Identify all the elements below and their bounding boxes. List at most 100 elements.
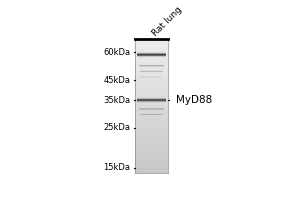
Bar: [135, 93, 168, 94]
Text: 35kDa: 35kDa: [103, 96, 130, 105]
Bar: [135, 118, 168, 120]
Bar: [135, 89, 168, 90]
Bar: [137, 53, 166, 54]
Bar: [135, 130, 168, 132]
Bar: [135, 164, 168, 165]
Bar: [135, 112, 168, 113]
Bar: [135, 74, 168, 76]
Bar: [135, 63, 168, 65]
Bar: [135, 92, 168, 93]
Bar: [135, 159, 168, 160]
Bar: [135, 139, 168, 140]
Bar: [135, 55, 168, 57]
Bar: [135, 47, 168, 49]
Bar: [135, 59, 168, 61]
Bar: [135, 58, 168, 59]
Bar: [135, 77, 168, 78]
Bar: [135, 161, 168, 163]
Bar: [137, 52, 166, 53]
Bar: [135, 141, 168, 143]
Bar: [135, 76, 168, 77]
Bar: [135, 43, 168, 45]
Bar: [135, 109, 168, 110]
Bar: [135, 167, 168, 168]
Bar: [135, 151, 168, 152]
Bar: [135, 126, 168, 128]
Bar: [135, 88, 168, 89]
Bar: [135, 51, 168, 53]
Bar: [135, 168, 168, 169]
Bar: [137, 97, 166, 98]
Bar: [135, 117, 168, 118]
Bar: [135, 73, 168, 74]
Bar: [135, 98, 168, 100]
Bar: [135, 134, 168, 136]
Bar: [135, 125, 168, 126]
Bar: [135, 102, 168, 104]
Bar: [137, 57, 166, 58]
Bar: [135, 147, 168, 148]
Bar: [135, 69, 168, 70]
Bar: [135, 156, 168, 157]
Bar: [135, 104, 168, 105]
Bar: [135, 70, 168, 72]
Bar: [135, 53, 168, 54]
Bar: [135, 54, 168, 55]
Bar: [135, 157, 168, 159]
Bar: [135, 90, 168, 92]
Bar: [135, 78, 168, 80]
Bar: [135, 39, 168, 41]
Text: 25kDa: 25kDa: [103, 123, 130, 132]
Bar: [135, 96, 168, 97]
Bar: [135, 171, 168, 172]
Bar: [135, 84, 168, 85]
Bar: [137, 54, 166, 55]
Bar: [135, 62, 168, 64]
Bar: [135, 101, 168, 102]
Bar: [135, 113, 168, 114]
Bar: [135, 97, 168, 98]
Bar: [135, 41, 168, 42]
Bar: [135, 132, 168, 133]
Bar: [135, 136, 168, 137]
Bar: [135, 129, 168, 131]
Bar: [135, 114, 168, 116]
Bar: [135, 124, 168, 125]
Bar: [135, 80, 168, 81]
Bar: [135, 153, 168, 155]
Bar: [135, 66, 168, 68]
Bar: [135, 148, 168, 149]
Text: 45kDa: 45kDa: [103, 76, 130, 85]
Bar: [135, 163, 168, 164]
Bar: [135, 86, 168, 88]
Bar: [135, 165, 168, 167]
Bar: [135, 128, 168, 129]
Bar: [135, 143, 168, 144]
Bar: [135, 45, 168, 46]
Bar: [135, 172, 168, 173]
Bar: [135, 152, 168, 153]
Bar: [135, 105, 168, 106]
Bar: [135, 133, 168, 135]
Bar: [137, 100, 166, 101]
Bar: [135, 140, 168, 141]
Bar: [135, 169, 168, 171]
Text: 15kDa: 15kDa: [103, 163, 130, 172]
Bar: [135, 137, 168, 139]
Text: Rat lung: Rat lung: [150, 5, 183, 38]
Bar: [135, 121, 168, 122]
Bar: [135, 110, 168, 112]
Bar: [135, 145, 168, 147]
Bar: [135, 61, 168, 62]
Bar: [135, 120, 168, 121]
Bar: [137, 51, 166, 52]
Bar: [135, 122, 168, 124]
Bar: [137, 56, 166, 57]
Bar: [135, 100, 168, 101]
Bar: [137, 101, 166, 102]
Bar: [135, 85, 168, 86]
Bar: [135, 72, 168, 73]
Text: MyD88: MyD88: [176, 95, 212, 105]
Bar: [135, 144, 168, 145]
Bar: [137, 102, 166, 103]
